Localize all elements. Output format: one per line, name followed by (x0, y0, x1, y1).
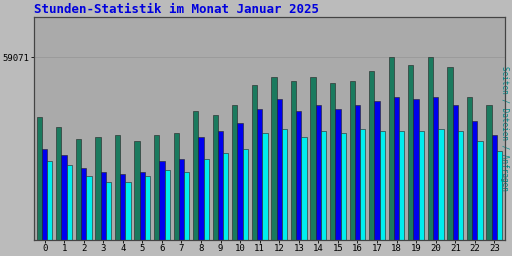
Bar (37, 117, 42, 240)
Bar (486, 105, 492, 240)
Bar (61, 155, 67, 240)
Bar (296, 111, 302, 240)
Bar (389, 57, 394, 240)
Bar (184, 173, 189, 240)
Bar (330, 83, 335, 240)
Bar (350, 81, 355, 240)
Bar (243, 149, 248, 240)
Bar (477, 141, 483, 240)
Bar (428, 57, 433, 240)
Y-axis label: Seiten / Dateien / Anfragen: Seiten / Dateien / Anfragen (500, 66, 509, 191)
Bar (472, 121, 477, 240)
Bar (276, 99, 282, 240)
Bar (438, 129, 443, 240)
Bar (433, 97, 438, 240)
Bar (125, 183, 131, 240)
Bar (218, 131, 223, 240)
Bar (340, 133, 346, 240)
Bar (238, 123, 243, 240)
Bar (95, 137, 100, 240)
Bar (223, 153, 228, 240)
Bar (492, 135, 497, 240)
Bar (204, 158, 209, 240)
Bar (87, 176, 92, 240)
Bar (135, 141, 140, 240)
Bar (374, 101, 379, 240)
Bar (140, 173, 145, 240)
Bar (321, 131, 326, 240)
Bar (159, 161, 164, 240)
Bar (355, 105, 360, 240)
Bar (419, 131, 424, 240)
Bar (145, 176, 150, 240)
Bar (310, 77, 316, 240)
Bar (174, 133, 179, 240)
Bar (198, 137, 204, 240)
Bar (394, 97, 399, 240)
Bar (193, 111, 198, 240)
Bar (453, 105, 458, 240)
Bar (120, 174, 125, 240)
Bar (399, 131, 404, 240)
Bar (76, 139, 81, 240)
Bar (179, 158, 184, 240)
Bar (262, 133, 268, 240)
Bar (302, 137, 307, 240)
Bar (56, 127, 61, 240)
Bar (164, 170, 170, 240)
Bar (379, 131, 385, 240)
Bar (106, 183, 111, 240)
Bar (458, 131, 463, 240)
Bar (447, 67, 453, 240)
Bar (335, 109, 340, 240)
Bar (316, 105, 321, 240)
Bar (154, 135, 159, 240)
Bar (212, 115, 218, 240)
Bar (81, 168, 87, 240)
Bar (257, 109, 262, 240)
Bar (282, 129, 287, 240)
Bar (115, 135, 120, 240)
Bar (360, 129, 366, 240)
Bar (369, 71, 374, 240)
Bar (271, 77, 276, 240)
Bar (67, 165, 72, 240)
Bar (42, 149, 47, 240)
Text: Stunden-Statistik im Monat Januar 2025: Stunden-Statistik im Monat Januar 2025 (34, 3, 319, 16)
Bar (291, 81, 296, 240)
Bar (100, 173, 106, 240)
Bar (408, 65, 414, 240)
Bar (232, 105, 238, 240)
Bar (47, 161, 53, 240)
Bar (467, 97, 472, 240)
Bar (497, 151, 502, 240)
Bar (252, 85, 257, 240)
Bar (414, 99, 419, 240)
